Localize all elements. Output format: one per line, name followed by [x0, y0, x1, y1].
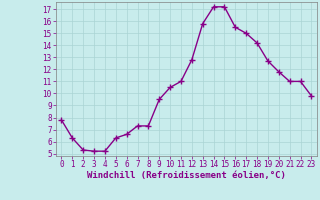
X-axis label: Windchill (Refroidissement éolien,°C): Windchill (Refroidissement éolien,°C) [87, 171, 286, 180]
